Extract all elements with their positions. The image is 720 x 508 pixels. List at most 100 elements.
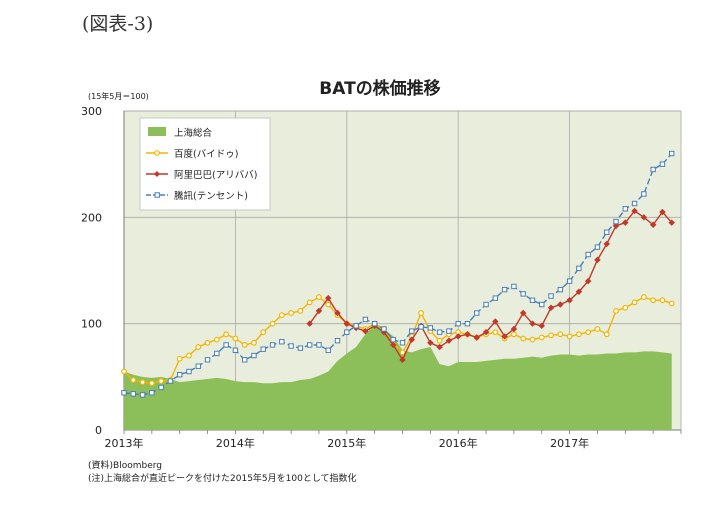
data-point bbox=[381, 326, 387, 332]
data-point bbox=[325, 294, 332, 302]
data-point bbox=[408, 336, 416, 343]
data-point bbox=[214, 350, 220, 357]
data-point bbox=[445, 337, 453, 344]
x-tick-label: 2015年 bbox=[327, 436, 366, 450]
data-point bbox=[297, 308, 304, 314]
data-point bbox=[204, 357, 211, 363]
data-point bbox=[316, 294, 322, 300]
data-point bbox=[297, 345, 304, 351]
data-point bbox=[603, 240, 610, 248]
y-unit-label: (15年5月＝100) bbox=[88, 92, 149, 101]
data-point bbox=[585, 329, 592, 336]
data-point bbox=[279, 339, 285, 345]
data-point bbox=[659, 208, 666, 216]
data-point bbox=[241, 342, 248, 348]
legend-label: 上海総合 bbox=[174, 127, 213, 139]
data-point bbox=[176, 355, 183, 362]
data-point bbox=[631, 200, 638, 207]
data-point bbox=[520, 335, 527, 342]
data-point bbox=[557, 301, 564, 308]
data-point bbox=[557, 286, 564, 293]
data-point bbox=[306, 342, 313, 348]
data-point bbox=[325, 347, 331, 353]
data-point bbox=[177, 372, 183, 378]
data-point bbox=[594, 244, 601, 250]
footnote: (注)上海総合が直近ピークを付けた2015年5月を100として指数化 bbox=[88, 474, 357, 484]
data-point bbox=[482, 328, 490, 336]
data-point bbox=[640, 214, 648, 221]
data-point bbox=[622, 206, 628, 212]
x-tick-label: 2013年 bbox=[105, 436, 144, 450]
data-point bbox=[669, 150, 675, 157]
data-point bbox=[158, 378, 165, 384]
data-point bbox=[529, 297, 536, 303]
data-point bbox=[436, 329, 443, 335]
legend-label: 騰訊(テンセント) bbox=[174, 190, 248, 202]
x-tick-label: 2017年 bbox=[550, 436, 589, 450]
data-point bbox=[269, 342, 276, 348]
data-point bbox=[121, 390, 127, 396]
data-point bbox=[576, 265, 582, 272]
legend-label: 百度(バイドゥ) bbox=[174, 148, 238, 160]
data-point bbox=[492, 295, 499, 301]
data-point bbox=[631, 299, 638, 306]
data-point bbox=[399, 356, 406, 364]
data-point bbox=[612, 222, 620, 230]
data-point bbox=[529, 336, 536, 343]
data-point bbox=[316, 342, 322, 348]
data-point bbox=[649, 221, 657, 229]
data-point bbox=[399, 340, 406, 346]
legend-marker bbox=[154, 192, 160, 198]
legend-marker bbox=[154, 150, 160, 156]
data-point bbox=[446, 328, 452, 334]
data-point bbox=[278, 312, 285, 319]
data-point bbox=[251, 339, 257, 346]
data-point bbox=[418, 324, 424, 330]
data-point bbox=[269, 320, 276, 327]
data-point bbox=[585, 251, 591, 258]
data-point bbox=[613, 218, 619, 225]
data-point bbox=[511, 331, 517, 338]
data-point bbox=[288, 343, 294, 349]
data-point bbox=[306, 299, 313, 306]
data-point bbox=[557, 331, 564, 338]
data-point bbox=[519, 309, 527, 317]
series-4 bbox=[121, 150, 675, 398]
data-point bbox=[427, 339, 434, 347]
data-point bbox=[315, 307, 323, 315]
data-point bbox=[668, 300, 675, 307]
data-point bbox=[223, 342, 229, 348]
data-point bbox=[436, 337, 443, 344]
series-3 bbox=[306, 207, 675, 364]
data-point bbox=[139, 392, 146, 398]
data-point bbox=[492, 318, 499, 325]
data-point bbox=[130, 377, 137, 383]
data-point bbox=[575, 331, 582, 338]
data-point bbox=[548, 332, 554, 339]
area-fill bbox=[124, 323, 672, 430]
data-point bbox=[584, 277, 592, 285]
data-point bbox=[566, 278, 573, 284]
data-point bbox=[511, 283, 517, 290]
x-tick-label: 2016年 bbox=[439, 436, 478, 450]
figure-label: (図表-3) bbox=[82, 13, 154, 35]
data-point bbox=[390, 336, 396, 343]
data-point bbox=[130, 391, 136, 397]
data-point bbox=[260, 329, 267, 336]
data-point bbox=[139, 379, 146, 386]
data-point bbox=[631, 207, 638, 215]
data-point bbox=[510, 325, 518, 333]
data-point bbox=[223, 331, 230, 338]
data-point bbox=[149, 390, 155, 396]
data-point bbox=[566, 297, 573, 304]
data-point bbox=[547, 304, 555, 311]
data-point bbox=[195, 363, 201, 369]
data-point bbox=[473, 334, 480, 341]
data-point bbox=[659, 297, 666, 304]
data-point bbox=[539, 301, 545, 308]
data-point bbox=[325, 301, 332, 308]
data-point bbox=[492, 329, 499, 336]
data-point bbox=[186, 352, 192, 359]
